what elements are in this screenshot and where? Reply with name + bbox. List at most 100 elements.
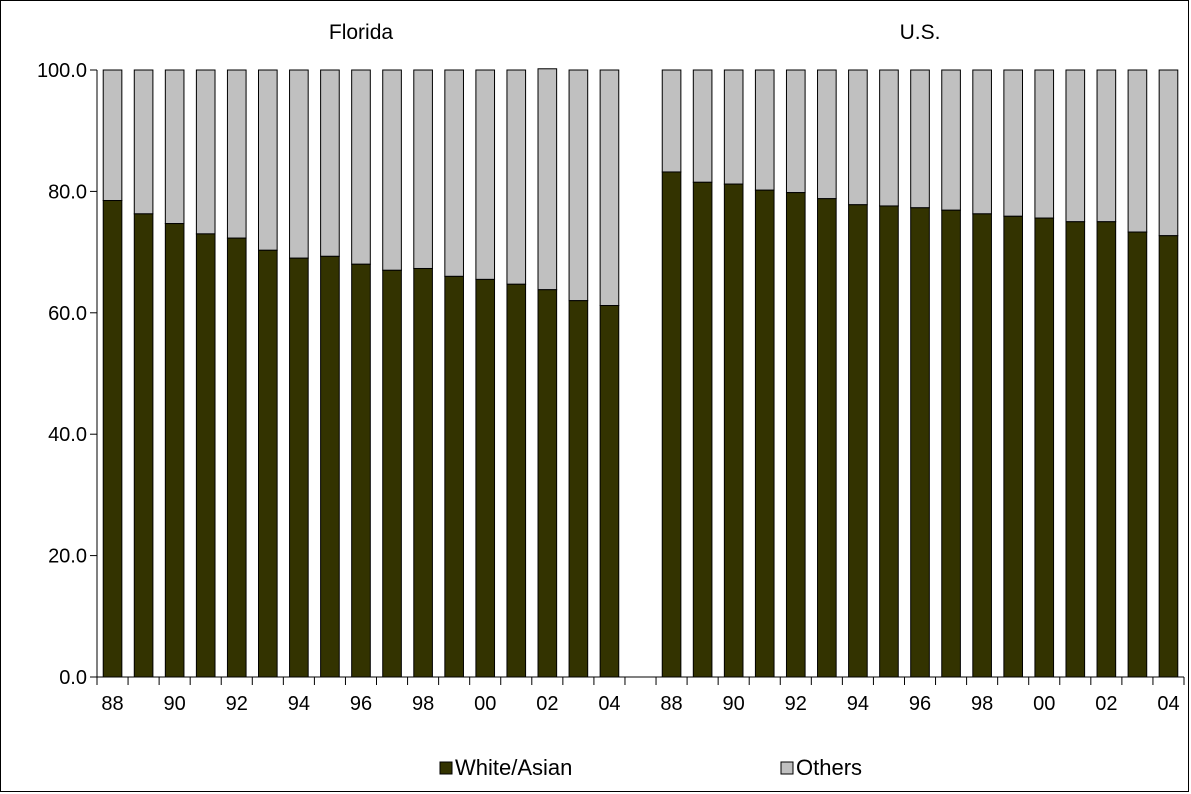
x-tick-label: 90 <box>164 693 186 715</box>
bar-white-asian <box>817 198 837 678</box>
x-tick-label: 98 <box>412 693 434 715</box>
bar-others <box>941 69 961 211</box>
legend-others-swatch <box>780 761 794 775</box>
bar-white-asian <box>848 204 868 678</box>
bar-white-asian <box>164 223 185 678</box>
y-tick-label: 60.0 <box>48 303 87 325</box>
y-tick-label: 0.0 <box>59 667 87 689</box>
x-tick-label: 92 <box>785 693 807 715</box>
bar-white-asian <box>506 283 527 678</box>
bar-others <box>226 69 247 239</box>
y-tick-label: 20.0 <box>48 546 87 568</box>
x-tick-label: 04 <box>1157 693 1179 715</box>
panel-title: U.S. <box>900 21 941 44</box>
y-tick-label: 100.0 <box>37 60 87 82</box>
bar-white-asian <box>320 255 340 678</box>
bar-white-asian <box>537 289 558 678</box>
x-tick-label: 94 <box>288 693 310 715</box>
bar-others <box>1034 69 1055 219</box>
bar-others <box>164 69 185 225</box>
bar-white-asian <box>102 200 123 678</box>
bar-others <box>723 69 744 185</box>
bar-others <box>785 69 806 194</box>
bar-others <box>879 69 899 207</box>
bar-white-asian <box>226 237 247 678</box>
bar-others <box>1127 69 1148 233</box>
x-tick-label: 98 <box>971 693 993 715</box>
bar-others <box>910 69 930 209</box>
bar-white-asian <box>1003 215 1024 678</box>
bar-white-asian <box>289 257 309 678</box>
bar-others <box>848 69 868 206</box>
bar-white-asian <box>1096 221 1117 678</box>
bar-white-asian <box>382 269 402 678</box>
bar-white-asian <box>723 183 744 678</box>
legend-white-asian-label: White/Asian <box>455 755 572 780</box>
bar-white-asian <box>568 300 589 678</box>
bar-others <box>506 69 527 285</box>
x-tick-label: 92 <box>226 693 248 715</box>
legend-white-asian-swatch <box>439 761 453 775</box>
bar-others <box>195 69 216 235</box>
bar-white-asian <box>692 181 713 678</box>
bar-white-asian <box>599 305 620 678</box>
bar-others <box>257 69 278 251</box>
x-tick-label: 04 <box>598 693 620 715</box>
bar-white-asian <box>133 213 154 678</box>
y-tick-label: 40.0 <box>48 424 87 446</box>
x-tick-label: 88 <box>660 693 682 715</box>
bar-white-asian <box>475 278 496 678</box>
x-tick-label: 90 <box>723 693 745 715</box>
bar-others <box>1003 69 1024 217</box>
bar-others <box>320 69 340 257</box>
x-tick-label: 88 <box>101 693 123 715</box>
bar-others <box>351 69 371 265</box>
bar-white-asian <box>1034 217 1055 678</box>
bar-white-asian <box>195 233 216 678</box>
bar-others <box>568 69 589 302</box>
bar-others <box>537 68 558 291</box>
bar-white-asian <box>785 192 806 678</box>
bar-white-asian <box>1065 221 1086 678</box>
bar-white-asian <box>257 249 278 678</box>
bar-white-asian <box>413 267 433 678</box>
bar-others <box>413 69 433 269</box>
y-tick-label: 80.0 <box>48 181 87 203</box>
bar-others <box>1065 69 1086 223</box>
x-tick-label: 00 <box>474 693 496 715</box>
bar-white-asian <box>972 213 992 678</box>
bar-others <box>382 69 402 271</box>
bar-others <box>102 69 123 202</box>
bar-others <box>475 69 496 280</box>
bar-others <box>289 69 309 259</box>
bar-others <box>817 69 837 200</box>
bar-white-asian <box>1127 231 1148 678</box>
x-tick-label: 96 <box>350 693 372 715</box>
bar-white-asian <box>879 205 899 678</box>
x-tick-label: 00 <box>1033 693 1055 715</box>
bar-others <box>1096 69 1117 223</box>
bar-white-asian <box>910 207 930 678</box>
x-tick-label: 96 <box>909 693 931 715</box>
bar-others <box>599 69 620 307</box>
bar-others <box>444 69 464 277</box>
bar-white-asian <box>754 189 775 678</box>
bar-others <box>972 69 992 215</box>
bar-white-asian <box>351 263 371 678</box>
x-tick-label: 02 <box>536 693 558 715</box>
bar-others <box>661 69 682 173</box>
bar-others <box>754 69 775 191</box>
bar-white-asian <box>444 275 464 678</box>
bar-others <box>1158 69 1179 237</box>
panel-title: Florida <box>329 21 394 44</box>
bar-white-asian <box>661 171 682 678</box>
bar-others <box>133 69 154 215</box>
x-tick-label: 94 <box>847 693 869 715</box>
x-tick-label: 02 <box>1095 693 1117 715</box>
legend-others-label: Others <box>796 755 862 780</box>
bar-white-asian <box>941 209 961 678</box>
bar-others <box>692 69 713 183</box>
bar-white-asian <box>1158 235 1179 678</box>
